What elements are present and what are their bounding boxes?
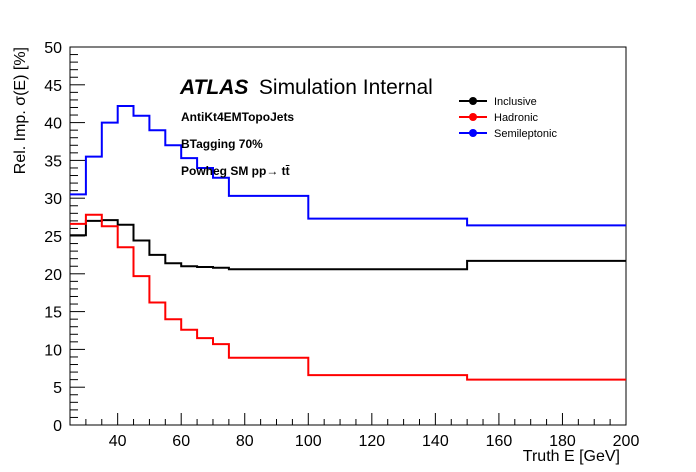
annotation-generator: Powheg SM pp→ tt̄ bbox=[181, 164, 290, 178]
legend-semileptonic-label: Semileptonic bbox=[494, 128, 557, 140]
y-axis-ticks: 0 5 10 15 20 25 30 35 40 45 50 bbox=[44, 40, 85, 435]
x-tick-label: 140 bbox=[422, 433, 449, 450]
x-axis-title: Truth E [GeV] bbox=[523, 448, 620, 465]
x-tick-label: 80 bbox=[236, 433, 254, 450]
legend-hadronic-label: Hadronic bbox=[494, 112, 539, 124]
annotation-btagging: BTagging 70% bbox=[181, 137, 263, 151]
y-tick-label: 30 bbox=[44, 191, 62, 208]
x-axis-ticks: 40 60 80 100 120 140 160 180 200 bbox=[69, 413, 640, 450]
y-tick-label: 10 bbox=[44, 342, 62, 359]
legend-semileptonic-marker bbox=[469, 129, 477, 137]
atlas-label-bold: ATLAS bbox=[179, 76, 248, 99]
x-tick-label: 120 bbox=[358, 433, 385, 450]
y-tick-label: 50 bbox=[44, 40, 62, 57]
x-tick-label: 40 bbox=[109, 433, 127, 450]
y-tick-label: 15 bbox=[44, 305, 62, 322]
series-layer bbox=[70, 105, 626, 381]
legend: Inclusive Hadronic Semileptonic bbox=[459, 96, 557, 140]
annotation-jets: AntiKt4EMTopoJets bbox=[181, 110, 294, 124]
legend-inclusive-marker bbox=[469, 97, 477, 105]
y-tick-label: 5 bbox=[53, 380, 62, 397]
y-tick-label: 35 bbox=[44, 153, 62, 170]
x-tick-label: 60 bbox=[172, 433, 190, 450]
x-tick-label: 100 bbox=[295, 433, 322, 450]
atlas-label: ATLAS Simulation Internal bbox=[179, 76, 433, 99]
series-semileptonic-line bbox=[70, 105, 626, 227]
y-tick-label: 40 bbox=[44, 116, 62, 133]
series-inclusive-line bbox=[70, 219, 626, 271]
y-tick-label: 25 bbox=[44, 229, 62, 246]
y-tick-label: 20 bbox=[44, 267, 62, 284]
y-tick-label: 45 bbox=[44, 78, 62, 95]
series-hadronic-line bbox=[70, 213, 626, 381]
plot-frame bbox=[69, 46, 627, 426]
y-tick-label: 0 bbox=[53, 418, 62, 435]
atlas-label-rest: Simulation Internal bbox=[259, 76, 433, 99]
legend-inclusive-label: Inclusive bbox=[494, 96, 537, 108]
y-axis-title: Rel. Imp. σ(E) [%] bbox=[12, 47, 29, 174]
x-tick-label: 180 bbox=[549, 433, 576, 450]
x-tick-label: 160 bbox=[486, 433, 513, 450]
x-tick-label: 200 bbox=[613, 433, 640, 450]
legend-hadronic-marker bbox=[469, 113, 477, 121]
